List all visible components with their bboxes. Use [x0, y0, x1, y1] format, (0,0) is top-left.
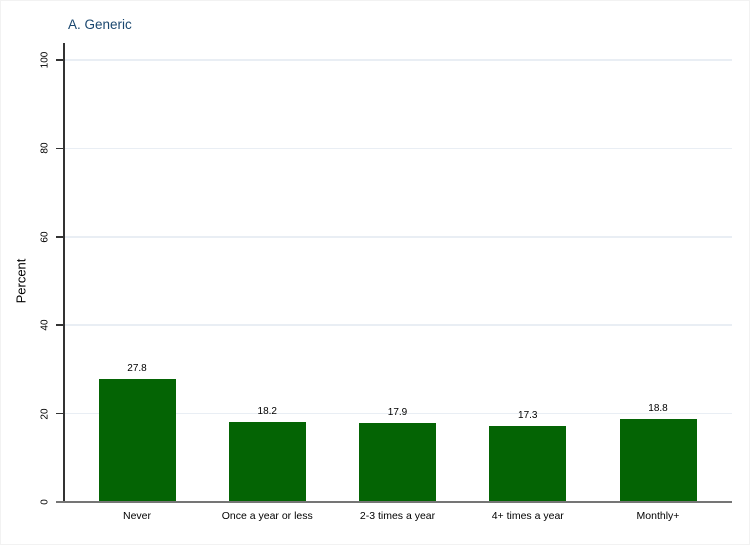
chart-title: A. Generic [68, 17, 132, 32]
bar-value-label-2: 18.2 [257, 405, 277, 417]
bar-4 [489, 425, 567, 502]
x-category-label-1: Never [122, 510, 152, 522]
x-category-label-3: 2-3 times a year [359, 510, 436, 522]
x-category-label-4: 4+ times a year [491, 510, 564, 522]
y-tick-label-80: 80 [39, 142, 51, 154]
gridline-y-20 [64, 412, 732, 415]
y-tick-label-20: 20 [39, 408, 51, 420]
bar-value-label-4: 17.3 [518, 409, 538, 421]
gridline-y-80 [64, 147, 732, 150]
y-tick-label-40: 40 [39, 319, 51, 331]
bar-1 [98, 379, 176, 502]
gridline-y-100 [64, 59, 732, 61]
y-tick-label-100: 100 [39, 51, 51, 69]
plot-area: 27.8 18.2 17.9 17.3 18.8 [64, 59, 732, 502]
y-axis-label: Percent [13, 258, 29, 304]
y-axis-line [63, 43, 65, 503]
y-tick-40 [56, 324, 64, 326]
y-tick-label-60: 60 [39, 231, 51, 243]
y-tick-100 [56, 59, 64, 61]
x-category-label-5: Monthly+ [636, 510, 680, 522]
x-axis-line [56, 501, 732, 503]
bar-value-label-1: 27.8 [127, 363, 147, 375]
y-tick-20 [56, 412, 64, 415]
bar-5 [619, 418, 697, 502]
gridline-y-40 [64, 324, 732, 326]
bar-2 [228, 421, 306, 502]
x-category-label-2: Once a year or less [221, 510, 313, 522]
bar-value-label-3: 17.9 [387, 406, 408, 418]
bar-3 [359, 422, 436, 502]
gridline-y-60 [64, 236, 732, 238]
bar-value-label-5: 18.8 [648, 402, 668, 414]
y-tick-80 [56, 147, 64, 150]
y-tick-label-0: 0 [39, 499, 51, 505]
y-tick-60 [56, 236, 64, 238]
